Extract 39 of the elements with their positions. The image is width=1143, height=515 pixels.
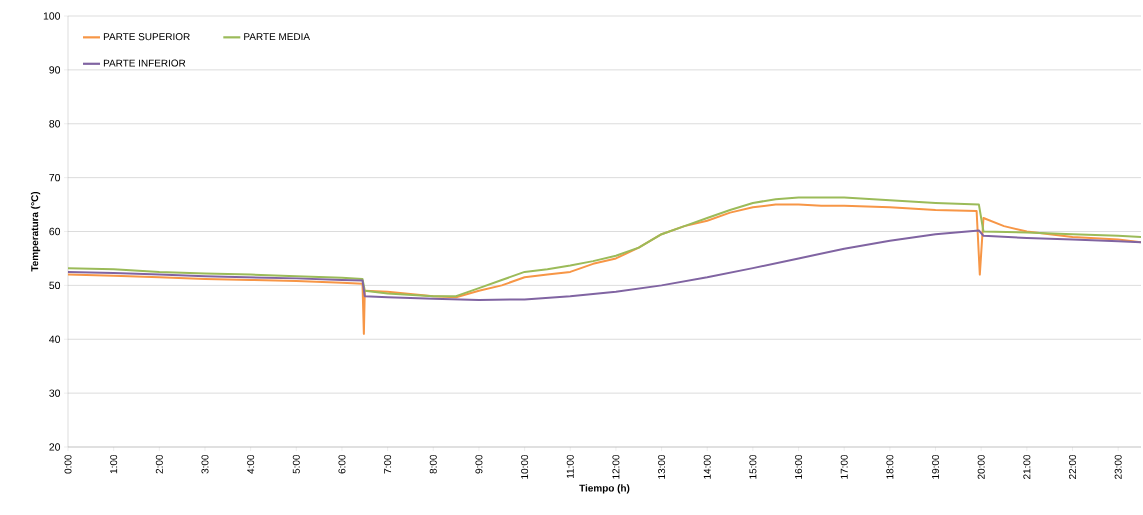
x-tick-label: 22:00 bbox=[1068, 454, 1077, 479]
y-tick-label: 30 bbox=[49, 389, 61, 397]
x-tick-label: 11:00 bbox=[566, 454, 574, 478]
x-tick-label: 21:00 bbox=[1023, 454, 1031, 479]
y-tick-label: 40 bbox=[49, 335, 61, 343]
x-tick-label: 16:00 bbox=[795, 454, 803, 479]
x-tick-label: 14:00 bbox=[703, 454, 711, 479]
x-tick-label: 13:00 bbox=[658, 454, 666, 479]
x-tick-label: 8:00 bbox=[429, 454, 437, 474]
x-tick-label: 4:00 bbox=[247, 454, 255, 474]
x-tick-label: 18:00 bbox=[886, 454, 894, 479]
x-tick-label: 23:00 bbox=[1114, 454, 1122, 479]
legend-label: PARTE INFERIOR bbox=[103, 59, 186, 67]
x-tick-label: 20:00 bbox=[977, 454, 985, 479]
x-tick-label: 17:00 bbox=[840, 454, 848, 479]
y-tick-label: 100 bbox=[43, 12, 61, 20]
legend-label: PARTE SUPERIOR bbox=[103, 33, 190, 41]
x-tick-label: 10:00 bbox=[521, 454, 529, 479]
x-tick-label: 15:00 bbox=[749, 454, 757, 479]
x-tick-label: 12:00 bbox=[612, 454, 620, 479]
x-axis-title: Tiempo (h) bbox=[579, 484, 630, 494]
x-tick-label: 2:00 bbox=[155, 454, 163, 474]
y-tick-label: 50 bbox=[49, 281, 61, 290]
y-tick-label: 20 bbox=[49, 443, 61, 451]
x-tick-label: 6:00 bbox=[338, 454, 346, 474]
y-tick-label: 90 bbox=[49, 66, 61, 74]
x-tick-label: 9:00 bbox=[475, 454, 483, 474]
x-tick-label: 1:00 bbox=[110, 454, 118, 474]
x-tick-label: 0:00 bbox=[64, 454, 72, 474]
legend-label: PARTE MEDIA bbox=[244, 33, 310, 41]
x-tick-label: 7:00 bbox=[384, 454, 392, 474]
y-axis-title: Temperatura (°C) bbox=[30, 191, 41, 272]
x-tick-label: 19:00 bbox=[932, 454, 940, 479]
y-tick-label: 60 bbox=[49, 227, 61, 236]
x-tick-label: 5:00 bbox=[292, 454, 300, 474]
x-tick-label: 3:00 bbox=[201, 454, 209, 474]
y-tick-label: 70 bbox=[49, 173, 61, 182]
y-tick-label: 80 bbox=[49, 120, 61, 128]
line-series bbox=[68, 196, 1141, 298]
